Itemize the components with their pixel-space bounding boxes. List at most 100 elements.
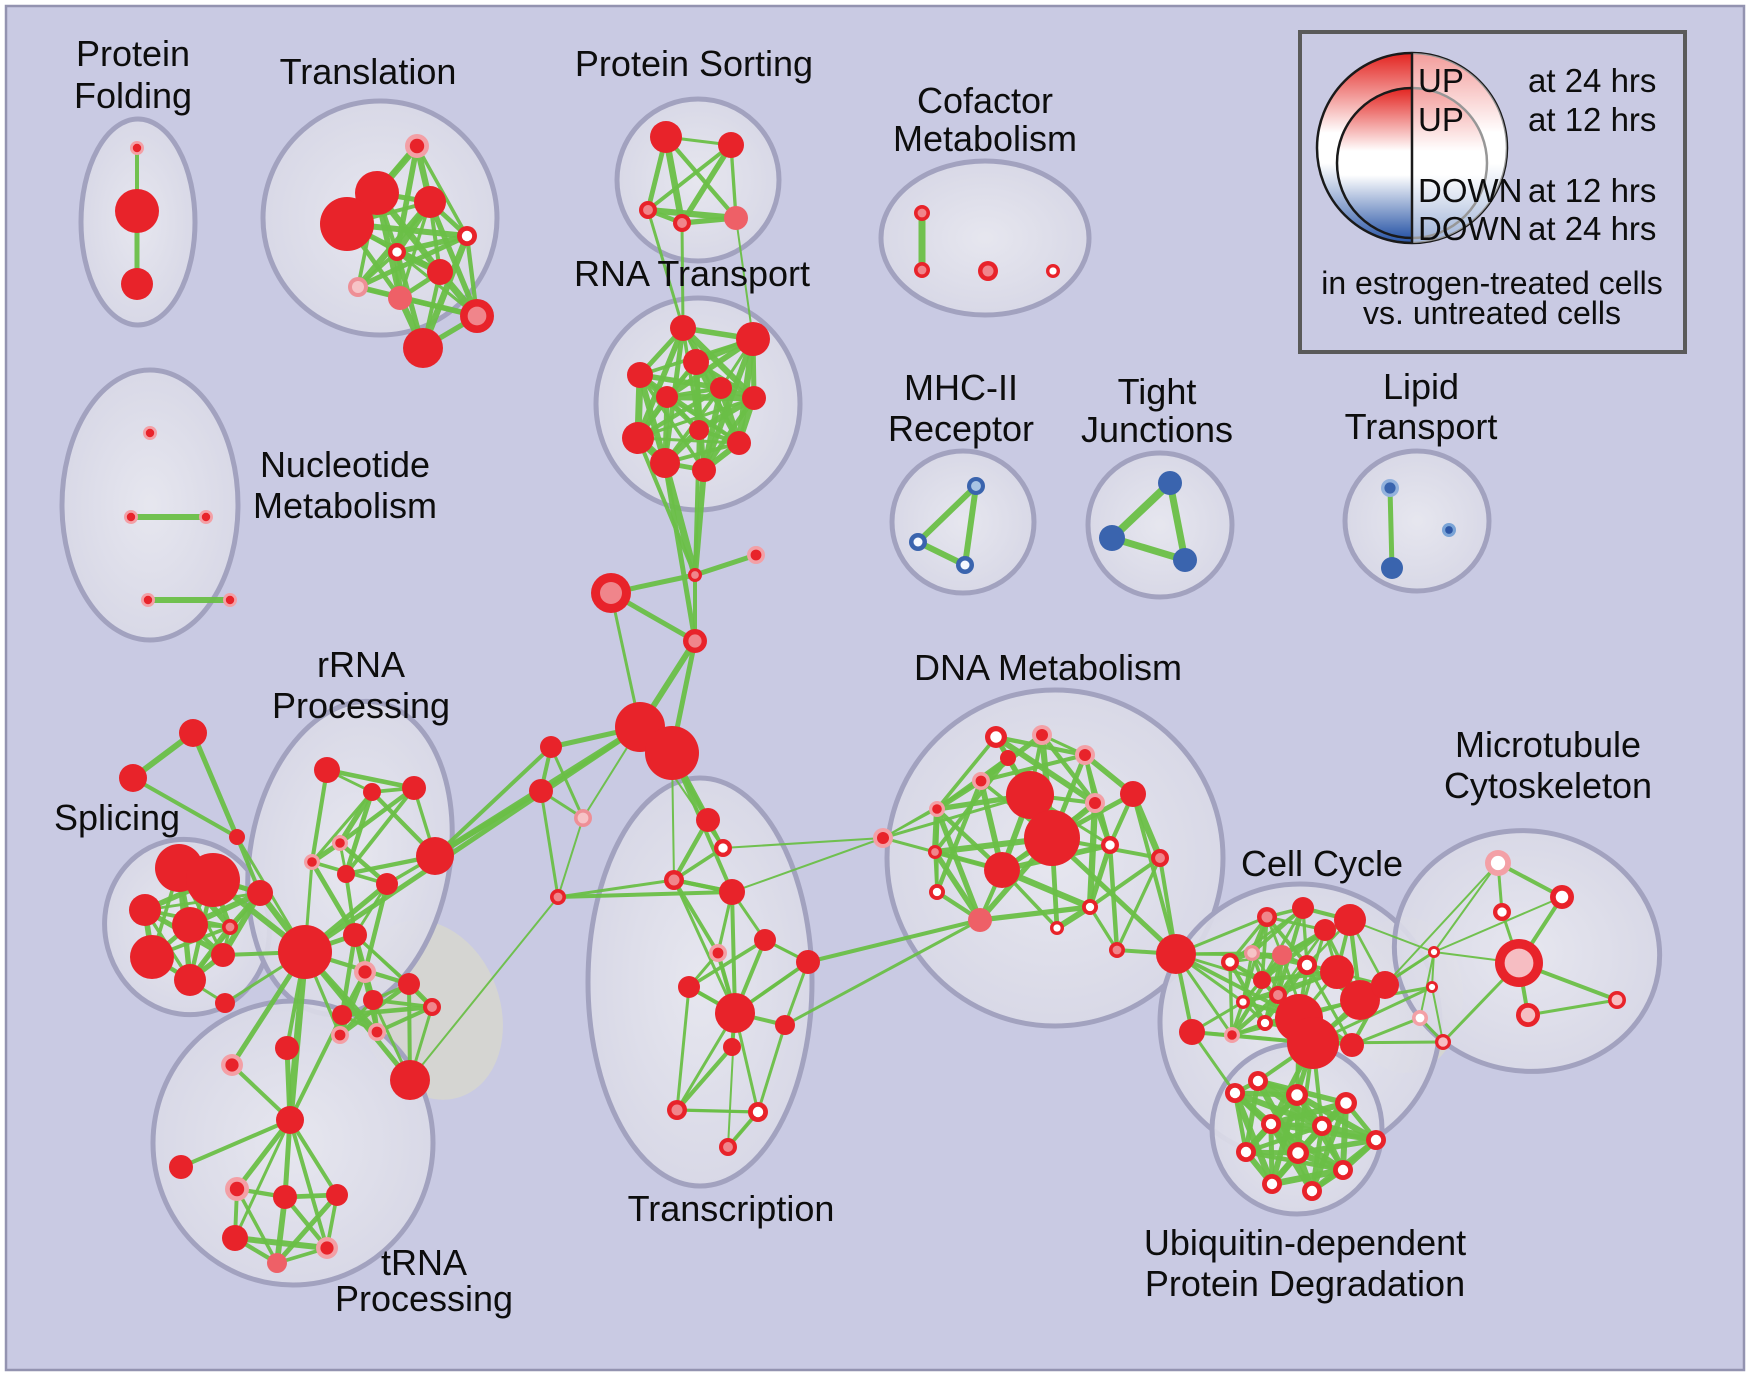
cluster-label-mhc-ii-receptor: Receptor [888, 408, 1034, 449]
network-edge [415, 144, 469, 238]
network-node [1269, 986, 1287, 1004]
network-edge [234, 1117, 293, 1192]
network-edge [783, 918, 982, 1027]
node-inner [691, 571, 699, 579]
node-inner [132, 143, 142, 153]
network-node [1236, 995, 1250, 1009]
network-node [650, 448, 680, 478]
node-outer [275, 1036, 299, 1060]
network-node [984, 852, 1020, 888]
network-edge [756, 1023, 787, 1114]
cluster-label-microtubule-cytoskeleton: Microtubule [1455, 724, 1641, 765]
network-node [1024, 810, 1080, 866]
node-inner [718, 843, 728, 853]
network-node [550, 889, 566, 905]
network-node [143, 426, 157, 440]
node-inner [643, 205, 653, 215]
node-inner [712, 947, 724, 959]
legend-time-label: at 24 hrs [1528, 62, 1656, 99]
node-outer [363, 990, 383, 1010]
network-node [186, 853, 240, 907]
network-node [1075, 745, 1095, 765]
network-node [121, 268, 153, 300]
node-outer [398, 973, 420, 995]
network-node [529, 779, 553, 803]
node-outer [186, 853, 240, 907]
network-edge [324, 767, 417, 791]
node-outer [129, 894, 161, 926]
cluster-ellipse-lipid-transport [1342, 448, 1492, 594]
network-edge [1228, 960, 1234, 1037]
node-inner [1306, 1185, 1318, 1197]
node-outer [692, 458, 716, 482]
network-node [247, 880, 273, 906]
node-outer [683, 349, 709, 375]
network-node [1244, 945, 1260, 961]
cluster-ellipse-cofactor-metabolism [878, 158, 1092, 318]
node-outer [715, 993, 755, 1033]
network-node [332, 1005, 352, 1025]
cluster-label-protein-folding: Folding [74, 75, 192, 116]
network-node [1312, 1116, 1332, 1136]
network-edge [978, 752, 1088, 784]
node-inner [1105, 840, 1115, 850]
network-node [363, 990, 383, 1010]
network-node [390, 1060, 430, 1100]
network-edge [915, 483, 979, 545]
network-edge [692, 552, 759, 578]
network-node [1442, 523, 1456, 537]
node-outer [388, 286, 412, 310]
network-node [304, 854, 320, 870]
node-inner [877, 832, 889, 844]
network-node [754, 929, 776, 951]
cluster-label-mhc-ii-receptor: MHC-II [904, 367, 1018, 408]
nodes-layer [115, 121, 1626, 1273]
network-node [275, 1036, 299, 1060]
network-edge [1049, 835, 1179, 957]
network-node [398, 973, 420, 995]
node-inner [723, 1142, 733, 1152]
cluster-label-transcription: Transcription [628, 1188, 835, 1229]
node-outer [363, 783, 381, 801]
network-node [719, 1138, 737, 1156]
network-edge [190, 730, 240, 840]
network-edge [1088, 905, 1119, 952]
network-node [1006, 771, 1054, 819]
node-inner [1266, 1178, 1278, 1190]
network-node [719, 879, 745, 905]
network-edge [1241, 951, 1254, 1004]
node-inner [1301, 959, 1313, 971]
network-edge [1231, 1089, 1276, 1188]
node-inner [982, 265, 994, 277]
network-edge [1108, 479, 1174, 542]
node-outer [427, 259, 453, 285]
node-outer [540, 736, 562, 758]
network-node [129, 894, 161, 926]
node-outer [1158, 471, 1182, 495]
node-inner [577, 812, 589, 824]
node-inner [392, 247, 402, 257]
network-edge [730, 890, 737, 1015]
node-inner [1415, 1013, 1425, 1023]
network-node [1253, 971, 1271, 989]
node-inner [126, 512, 136, 522]
node-inner [917, 265, 927, 275]
legend-time-label: at 24 hrs [1528, 210, 1656, 247]
network-node [914, 262, 930, 278]
node-inner [1490, 855, 1506, 871]
network-node [1099, 525, 1125, 551]
network-node [267, 1253, 287, 1273]
legend-time-label: at 12 hrs [1528, 172, 1656, 209]
node-outer [968, 908, 992, 932]
node-outer [689, 420, 709, 440]
network-node [179, 719, 207, 747]
node-outer [1173, 548, 1197, 572]
network-node [696, 808, 720, 832]
node-outer [276, 1106, 304, 1134]
cluster-label-dna-metabolism: DNA Metabolism [914, 647, 1182, 688]
network-node [1412, 1010, 1428, 1026]
network-node [1292, 897, 1314, 919]
node-outer [179, 719, 207, 747]
node-outer [650, 448, 680, 478]
network-edge [636, 436, 697, 577]
